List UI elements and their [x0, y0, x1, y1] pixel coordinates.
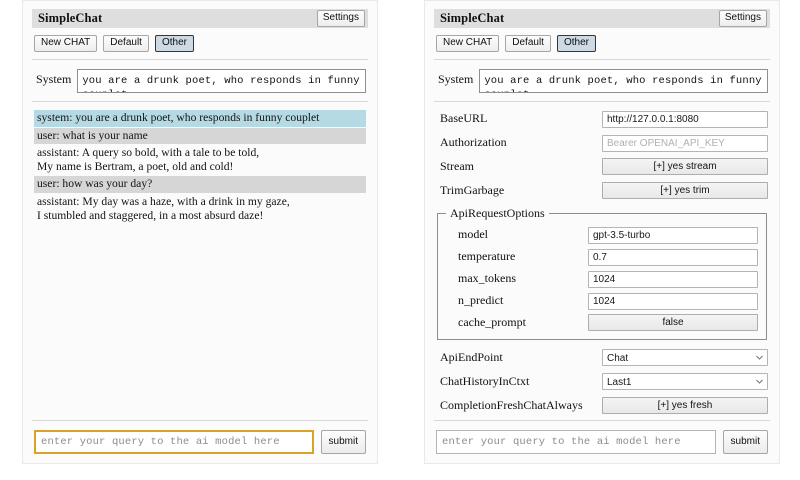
- setting-field: Last1: [602, 373, 768, 390]
- setting-field: [588, 291, 758, 310]
- chat-message-user: user: what is your name: [34, 127, 366, 145]
- settings-button[interactable]: Settings: [316, 10, 365, 27]
- chat-message-system: system: you are a drunk poet, who respon…: [34, 110, 366, 127]
- system-prompt-input[interactable]: [77, 69, 366, 93]
- setting-field: [602, 133, 768, 152]
- model-input[interactable]: [588, 226, 758, 244]
- system-prompt-row: System: [434, 60, 770, 102]
- setting-label: ApiEndPoint: [440, 350, 503, 364]
- new-chat-button[interactable]: New CHAT: [34, 35, 98, 52]
- session-button-row: New CHAT Default Other: [32, 28, 368, 60]
- system-prompt-label: System: [438, 72, 474, 86]
- settings-titlebar: SimpleChat Settings: [434, 9, 770, 28]
- max-tokens-input[interactable]: [588, 270, 758, 288]
- api-request-options-legend: ApiRequestOptions: [450, 206, 545, 220]
- setting-row-cache-prompt: cache_prompt false: [446, 312, 758, 332]
- setting-row-trimgarbage: TrimGarbage [+] yes trim: [436, 180, 768, 201]
- system-prompt-input[interactable]: [479, 69, 768, 93]
- chat-titlebar: SimpleChat Settings: [32, 9, 368, 28]
- setting-field: [602, 109, 768, 128]
- setting-label: cache_prompt: [458, 314, 526, 329]
- trimgarbage-toggle[interactable]: [+] yes trim: [602, 182, 768, 199]
- api-request-options-group: ApiRequestOptions model temperature max_…: [437, 206, 767, 340]
- setting-field: [588, 225, 758, 244]
- chathistoryinctxt-selected-value: Last1: [607, 377, 632, 388]
- n-predict-input[interactable]: [588, 292, 758, 310]
- setting-field: [+] yes trim: [602, 182, 768, 199]
- setting-row-max-tokens: max_tokens: [446, 268, 758, 288]
- setting-label: Stream: [440, 159, 474, 173]
- setting-row-n-predict: n_predict: [446, 290, 758, 310]
- submit-button[interactable]: submit: [722, 430, 768, 454]
- settings-panel: SimpleChat Settings New CHAT Default Oth…: [424, 0, 780, 464]
- stream-toggle[interactable]: [+] yes stream: [602, 158, 768, 175]
- setting-field: [+] yes stream: [602, 158, 768, 175]
- page-title: SimpleChat: [38, 11, 103, 25]
- baseurl-input[interactable]: [602, 111, 768, 128]
- setting-field: [588, 247, 758, 266]
- setting-row-model: model: [446, 224, 758, 244]
- setting-label: max_tokens: [458, 270, 516, 285]
- setting-row-temperature: temperature: [446, 246, 758, 266]
- setting-row-baseurl: BaseURL: [436, 108, 768, 129]
- setting-row-apiendpoint: ApiEndPoint Chat: [436, 347, 768, 368]
- apiendpoint-selected-value: Chat: [607, 353, 629, 364]
- apiendpoint-select[interactable]: Chat: [602, 349, 768, 366]
- setting-label: ChatHistoryInCtxt: [440, 374, 530, 388]
- setting-field: [588, 269, 758, 288]
- chat-footer: submit: [32, 420, 368, 463]
- setting-row-authorization: Authorization: [436, 132, 768, 153]
- page-title: SimpleChat: [440, 11, 505, 25]
- session-button-row: New CHAT Default Other: [434, 28, 770, 60]
- setting-row-stream: Stream [+] yes stream: [436, 156, 768, 177]
- setting-field: [+] yes fresh: [602, 397, 768, 414]
- chat-message-assistant: assistant: A query so bold, with a tale …: [37, 146, 260, 173]
- chevron-down-icon: [756, 379, 763, 384]
- chat-message-list[interactable]: system: you are a drunk poet, who respon…: [32, 102, 368, 420]
- authorization-input[interactable]: [602, 135, 768, 152]
- query-input[interactable]: [436, 430, 716, 454]
- temperature-input[interactable]: [588, 248, 758, 266]
- session-button-other[interactable]: Other: [556, 35, 596, 52]
- chat-panel: SimpleChat Settings New CHAT Default Oth…: [22, 0, 378, 464]
- system-prompt-row: System: [32, 60, 368, 102]
- chathistoryinctxt-select[interactable]: Last1: [602, 373, 768, 390]
- submit-button[interactable]: submit: [320, 430, 366, 454]
- chat-message-assistant: assistant: My day was a haze, with a dri…: [37, 194, 290, 222]
- setting-field: false: [588, 313, 758, 331]
- system-prompt-label: System: [36, 72, 72, 86]
- setting-label: CompletionFreshChatAlways: [440, 398, 583, 412]
- setting-label: Authorization: [440, 135, 507, 149]
- settings-form: BaseURL Authorization Stream [+] yes str…: [434, 102, 770, 420]
- chevron-down-icon: [756, 355, 763, 360]
- session-button-other[interactable]: Other: [154, 35, 194, 52]
- setting-row-completionfreshchatalways: CompletionFreshChatAlways [+] yes fresh: [436, 395, 768, 416]
- query-input[interactable]: [34, 430, 314, 454]
- setting-label: model: [458, 226, 488, 241]
- cache-prompt-toggle[interactable]: false: [588, 313, 758, 331]
- setting-label: n_predict: [458, 292, 504, 307]
- setting-field: Chat: [602, 349, 768, 366]
- session-button-default[interactable]: Default: [103, 35, 149, 52]
- settings-button[interactable]: Settings: [718, 10, 767, 27]
- setting-row-chathistoryinctxt: ChatHistoryInCtxt Last1: [436, 371, 768, 392]
- completionfreshchatalways-toggle[interactable]: [+] yes fresh: [602, 397, 768, 414]
- settings-footer: submit: [434, 420, 770, 463]
- setting-label: BaseURL: [440, 111, 488, 125]
- new-chat-button[interactable]: New CHAT: [436, 35, 500, 52]
- setting-label: TrimGarbage: [440, 183, 505, 197]
- session-button-default[interactable]: Default: [505, 35, 551, 52]
- setting-label: temperature: [458, 248, 516, 263]
- chat-message-user: user: how was your day?: [34, 176, 366, 193]
